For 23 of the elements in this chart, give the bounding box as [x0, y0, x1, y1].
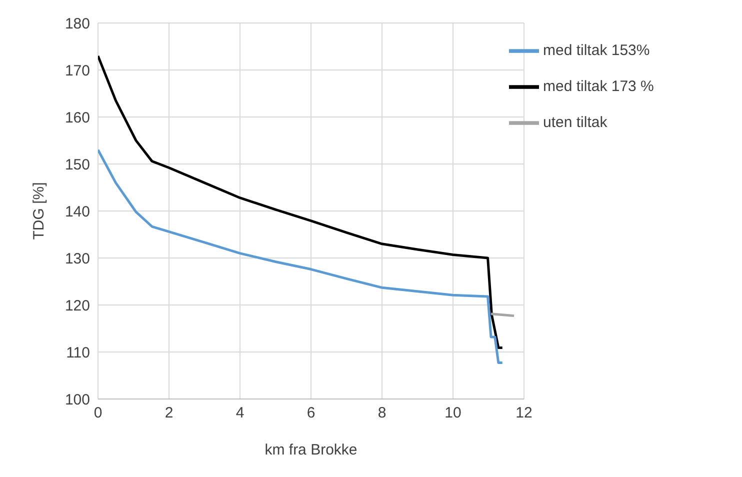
x-tick-label: 12 [516, 404, 532, 422]
y-tick-label: 160 [64, 109, 90, 126]
y-tick-label: 110 [66, 344, 90, 362]
y-tick-label: 100 [64, 391, 90, 408]
legend-label: uten tiltak [543, 114, 608, 131]
x-tick-label: 2 [164, 404, 174, 422]
legend-label: med tiltak 153% [543, 42, 650, 59]
x-tick-label: 8 [378, 404, 386, 422]
y-tick-label: 140 [64, 203, 90, 220]
line-series [98, 148, 504, 364]
y-tick-label: 180 [64, 15, 90, 32]
line-series [98, 54, 504, 350]
x-tick-label: 0 [94, 404, 102, 422]
y-tick-label: 130 [64, 250, 90, 268]
x-tick-label: 4 [236, 404, 244, 422]
y-tick-label: 120 [64, 297, 90, 314]
y-tick-label: 150 [64, 156, 90, 174]
y-tick-label: 170 [64, 62, 90, 80]
legend-label: med tiltak 173 % [543, 78, 654, 95]
y-axis-title: TDG [%] [30, 182, 48, 240]
x-axis-title: km fra Brokke [264, 442, 358, 459]
x-tick-label: 10 [444, 404, 462, 422]
x-tick-label: 6 [306, 404, 316, 422]
